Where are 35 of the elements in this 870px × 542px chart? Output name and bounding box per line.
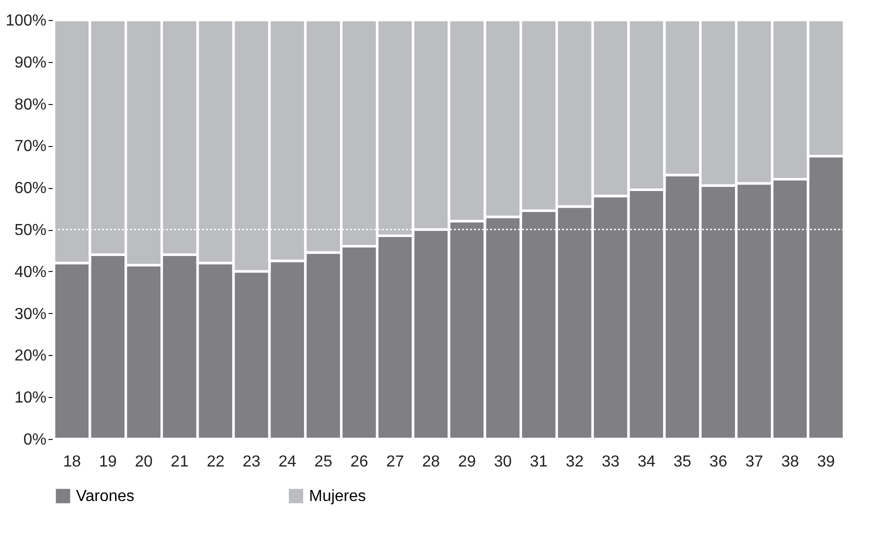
x-tick-label: 34 [638, 454, 656, 470]
x-tick-label: 32 [566, 454, 584, 470]
x-tick-label: 21 [170, 454, 189, 470]
x-tick-label: 39 [817, 454, 836, 470]
x-tick-label: 30 [494, 454, 512, 470]
y-tick-label: 80% [14, 96, 46, 114]
x-tick-label: 27 [386, 454, 404, 470]
x-tick-label: 29 [458, 454, 476, 470]
y-tick-label: 30% [14, 306, 46, 323]
x-tick-label: 37 [745, 454, 764, 470]
x-tick-label: 23 [242, 454, 260, 470]
y-tick-label: 50% [14, 222, 46, 239]
legend-label: Mujeres [309, 488, 366, 506]
x-tick-label: 31 [530, 454, 548, 470]
x-tick-label: 33 [602, 454, 620, 470]
x-tick-label: 18 [63, 454, 81, 470]
x-tick-label: 28 [422, 454, 440, 470]
x-tick-label: 20 [134, 454, 153, 470]
y-tick-label: 40% [14, 264, 46, 281]
y-tick-label: 90% [14, 54, 46, 72]
y-tick-label: 20% [14, 348, 46, 365]
y-tick-label: 60% [14, 180, 46, 198]
x-tick-label: 22 [206, 454, 225, 470]
legend-label: Varones [76, 488, 134, 506]
x-tick-label: 36 [709, 454, 728, 470]
x-tick-label: 38 [781, 454, 800, 470]
x-tick-label: 19 [98, 454, 117, 470]
x-tick-label: 25 [314, 454, 332, 470]
x-tick-label: 35 [674, 454, 692, 470]
x-tick-label: 24 [278, 454, 296, 470]
y-tick-label: 10% [14, 390, 46, 407]
y-tick-label: 0% [23, 432, 46, 448]
y-tick-label: 70% [14, 138, 46, 156]
x-tick-label: 26 [350, 454, 368, 470]
y-tick-label: 100% [6, 12, 46, 30]
